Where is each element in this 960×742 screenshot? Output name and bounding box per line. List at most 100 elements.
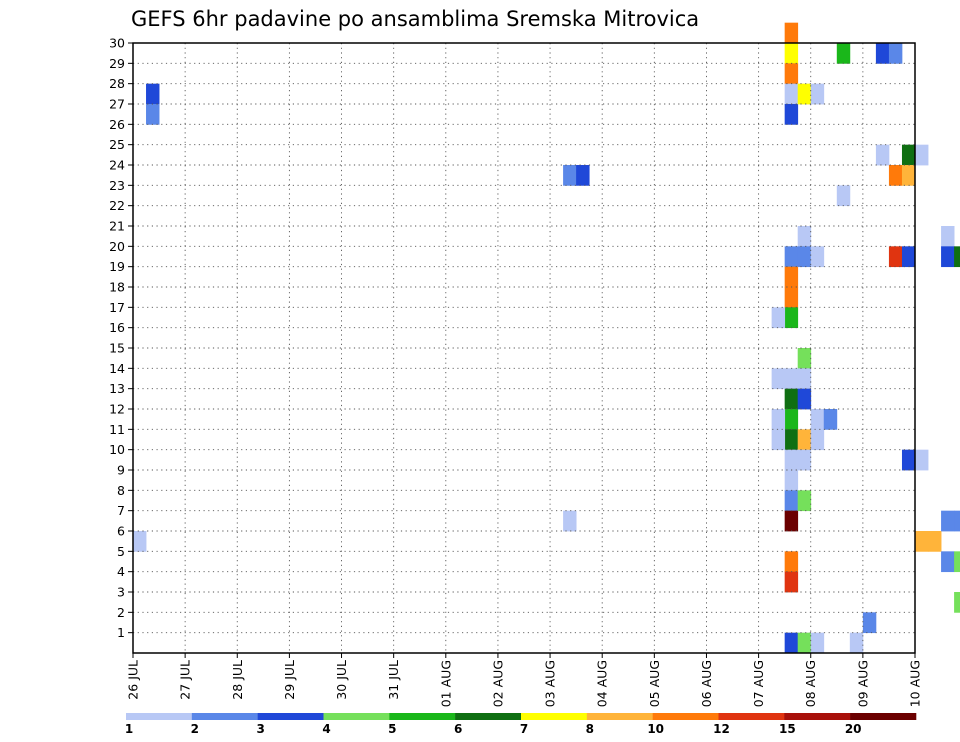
y-tick-label: 17: [109, 300, 125, 315]
grid-lines: [133, 43, 915, 653]
legend-label: 1: [125, 722, 133, 736]
heatmap-cell: [954, 510, 960, 532]
y-tick-label: 5: [117, 544, 125, 559]
heatmap-cell: [875, 144, 890, 166]
heatmap-cell: [915, 531, 929, 552]
heatmap-cell: [797, 429, 812, 451]
legend-swatch: [718, 713, 785, 720]
x-tick-label: 10 AUG: [908, 660, 923, 707]
y-tick-label: 7: [117, 503, 125, 518]
y-tick-label: 10: [109, 442, 125, 457]
y-tick-label: 27: [109, 97, 125, 112]
y-tick-label: 12: [109, 402, 125, 417]
y-tick-label: 19: [109, 259, 125, 274]
heatmap-cell: [771, 368, 786, 390]
legend-label: 3: [256, 722, 264, 736]
heatmap-cell: [954, 592, 960, 613]
heatmap-cell: [784, 490, 799, 512]
x-tick-label: 04 AUG: [595, 660, 610, 707]
heatmap-cell: [563, 165, 577, 186]
heatmap-cell: [810, 83, 825, 105]
heatmap-cell: [928, 531, 942, 552]
y-tick-label: 13: [109, 381, 125, 396]
heatmap-cell: [901, 246, 916, 268]
y-tick-label: 6: [117, 524, 125, 539]
y-tick-label: 22: [109, 198, 125, 213]
heatmap-cell: [862, 612, 877, 634]
y-tick-label: 2: [117, 605, 125, 620]
heatmap-cell: [888, 43, 903, 64]
heatmap-cell: [901, 144, 916, 166]
legend-label: 15: [779, 722, 796, 736]
y-tick-label: 1: [117, 625, 125, 640]
legend-label: 8: [586, 722, 594, 736]
heatmap-cell: [849, 632, 864, 654]
heatmap-cell: [576, 165, 590, 186]
heatmap-cell: [784, 429, 799, 451]
heatmap-cell: [784, 22, 799, 44]
legend-swatch: [784, 713, 851, 720]
heatmap-cell: [784, 409, 799, 430]
x-tick-label: 03 AUG: [543, 660, 558, 707]
heatmap-cell: [954, 551, 960, 573]
legend-label: 6: [454, 722, 462, 736]
heatmap-cell: [941, 510, 955, 532]
heatmap-cell: [797, 348, 812, 369]
heatmap-cell: [784, 551, 799, 573]
heatmap-cell: [915, 144, 929, 166]
y-tick-label: 3: [117, 585, 125, 600]
heatmap-cell: [146, 83, 160, 105]
x-tick-label: 09 AUG: [855, 660, 870, 707]
y-tick-label: 21: [109, 219, 125, 234]
legend-swatch: [257, 713, 324, 720]
y-tick-label: 4: [117, 564, 125, 579]
heatmap-cell: [784, 388, 799, 410]
heatmap-cell: [875, 43, 890, 64]
y-tick-label: 20: [109, 239, 125, 254]
legend-swatch: [850, 713, 917, 720]
heatmap-cell: [784, 43, 799, 64]
heatmap-cell: [784, 632, 799, 654]
legend-label: 5: [388, 722, 396, 736]
legend-swatch: [652, 713, 719, 720]
heatmap-cell: [771, 429, 786, 451]
heatmap-cell: [915, 449, 929, 471]
heatmap-cell: [797, 449, 812, 471]
y-tick-label: 29: [109, 56, 125, 71]
y-tick-label: 26: [109, 117, 125, 132]
y-tick-label: 30: [109, 36, 125, 51]
y-tick-label: 25: [109, 137, 125, 152]
heatmap-cell: [810, 409, 825, 430]
heatmap-cell: [784, 510, 799, 532]
heatmap-cell: [810, 632, 825, 654]
heatmap-cells: [133, 22, 960, 654]
y-tick-label: 9: [117, 463, 125, 478]
chart-title: GEFS 6hr padavine po ansamblima Sremska …: [131, 7, 699, 31]
x-tick-label: 01 AUG: [438, 660, 453, 707]
heatmap-cell: [941, 246, 955, 268]
y-tick-label: 23: [109, 178, 125, 193]
heatmap-cell: [146, 104, 160, 125]
heatmap-cell: [797, 83, 812, 105]
x-axis: 26 JUL 27 JUL 28 JUL 29 JUL 30 JUL 31 JUL 01 A…: [126, 653, 923, 707]
legend-swatch: [191, 713, 258, 720]
legend-label: 7: [520, 722, 528, 736]
heatmap-cell: [941, 226, 955, 247]
y-tick-label: 28: [109, 76, 125, 91]
heatmap-cell: [771, 409, 786, 430]
heatmap-cell: [784, 287, 799, 308]
x-tick-label: 26 JUL: [126, 660, 141, 700]
heatmap-cell: [784, 246, 799, 268]
heatmap-cell: [797, 226, 812, 247]
x-tick-label: 02 AUG: [490, 660, 505, 707]
legend-swatch: [323, 713, 390, 720]
heatmap-cell: [901, 449, 916, 471]
heatmap-cell: [784, 449, 799, 471]
x-tick-label: 08 AUG: [803, 660, 818, 707]
legend-label: 4: [322, 722, 330, 736]
legend-label: 20: [845, 722, 862, 736]
heatmap-cell: [888, 246, 903, 268]
y-axis: 1234567891011121314151617181920212223242…: [109, 36, 133, 640]
heatmap-cell: [784, 63, 799, 85]
